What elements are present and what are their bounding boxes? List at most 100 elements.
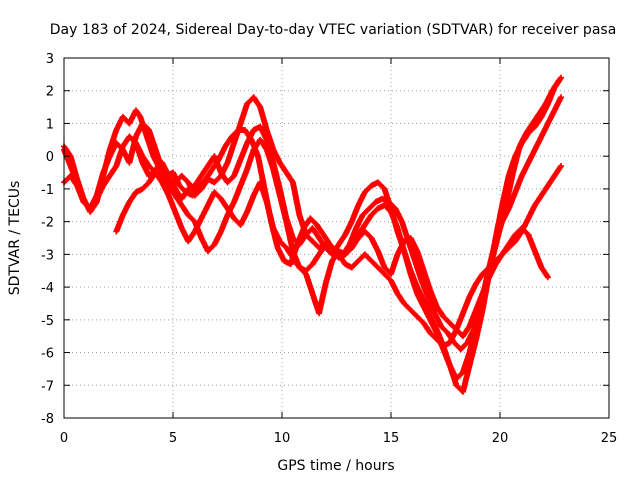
data-point [259, 181, 262, 184]
data-point [396, 253, 399, 256]
data-point [540, 115, 543, 119]
data-point [206, 249, 210, 253]
data-point [546, 102, 550, 106]
data-point [245, 141, 249, 145]
data-point [121, 115, 125, 119]
data-point [533, 125, 537, 128]
y-tick-label: -8 [41, 412, 54, 427]
data-point [239, 122, 242, 125]
y-tick-label: 3 [46, 52, 54, 67]
data-point [468, 351, 471, 354]
data-point [187, 181, 190, 184]
data-points [61, 74, 565, 395]
data-point [402, 240, 406, 243]
data-point [540, 266, 543, 269]
data-point [402, 302, 406, 305]
data-point [533, 148, 537, 151]
data-point [276, 246, 279, 249]
data-point [206, 204, 210, 207]
data-point [147, 174, 151, 177]
data-point [289, 263, 292, 266]
data-point [108, 155, 112, 158]
data-point [213, 155, 216, 158]
data-point [455, 377, 458, 380]
data-point [128, 122, 131, 125]
data-point [487, 266, 491, 269]
data-point [468, 295, 471, 299]
data-point [507, 174, 510, 177]
data-point [357, 259, 360, 263]
data-point [239, 158, 242, 161]
data-point [115, 128, 118, 132]
data-point [330, 253, 334, 256]
data-point [245, 210, 249, 213]
data-point [278, 161, 281, 164]
data-point [69, 174, 72, 177]
data-point [108, 174, 112, 177]
y-tick-labels: -8 -7 -6 -5 -4 -3 -2 -1 0 1 2 3 [41, 52, 54, 427]
data-point [533, 204, 537, 207]
data-point [370, 184, 373, 187]
data-point [533, 249, 537, 253]
data-point [219, 197, 223, 200]
data-point [291, 249, 295, 253]
data-point [546, 122, 550, 125]
data-point [141, 122, 144, 125]
data-point [376, 249, 380, 253]
series-2 [61, 74, 565, 395]
data-point [272, 168, 275, 171]
data-point [368, 207, 371, 210]
data-point [514, 240, 517, 243]
data-point [527, 217, 530, 220]
data-point [429, 318, 432, 321]
y-tick-label: -5 [41, 314, 54, 329]
data-point [435, 305, 438, 308]
data-point [520, 174, 523, 177]
data-point [420, 279, 423, 282]
data-point [226, 207, 229, 210]
data-point [381, 197, 384, 200]
data-point [370, 259, 373, 263]
data-point [134, 135, 138, 138]
data-point [134, 191, 138, 194]
data-point [121, 145, 125, 148]
data-point [311, 240, 314, 243]
data-point [174, 187, 177, 191]
y-tick-label: -6 [41, 347, 54, 362]
data-point [311, 227, 314, 230]
data-point [370, 213, 373, 217]
data-point [376, 207, 380, 210]
data-point [416, 315, 419, 318]
data-point [285, 246, 288, 249]
data-point [442, 315, 445, 318]
data-point [481, 272, 484, 276]
data-point [213, 191, 216, 194]
data-point [474, 308, 478, 312]
data-point [309, 217, 312, 220]
data-point [507, 207, 510, 210]
data-point [219, 171, 223, 174]
y-tick-label: 0 [46, 150, 54, 165]
data-point [330, 259, 334, 263]
data-point [350, 220, 353, 223]
data-point [514, 233, 517, 236]
data-point [439, 325, 443, 328]
data-point [252, 194, 255, 197]
data-point [193, 230, 196, 233]
data-point [446, 331, 449, 335]
data-point [422, 321, 425, 325]
data-point [363, 230, 366, 233]
data-point [546, 276, 550, 279]
data-point [232, 200, 236, 204]
data-point [376, 181, 380, 184]
data-point [501, 220, 504, 223]
data-point [226, 181, 229, 184]
data-point [304, 272, 308, 276]
data-point [134, 109, 138, 112]
data-point [213, 243, 216, 246]
data-point [256, 155, 260, 158]
data-point [383, 187, 386, 191]
data-point [141, 155, 144, 158]
data-point [501, 253, 504, 256]
